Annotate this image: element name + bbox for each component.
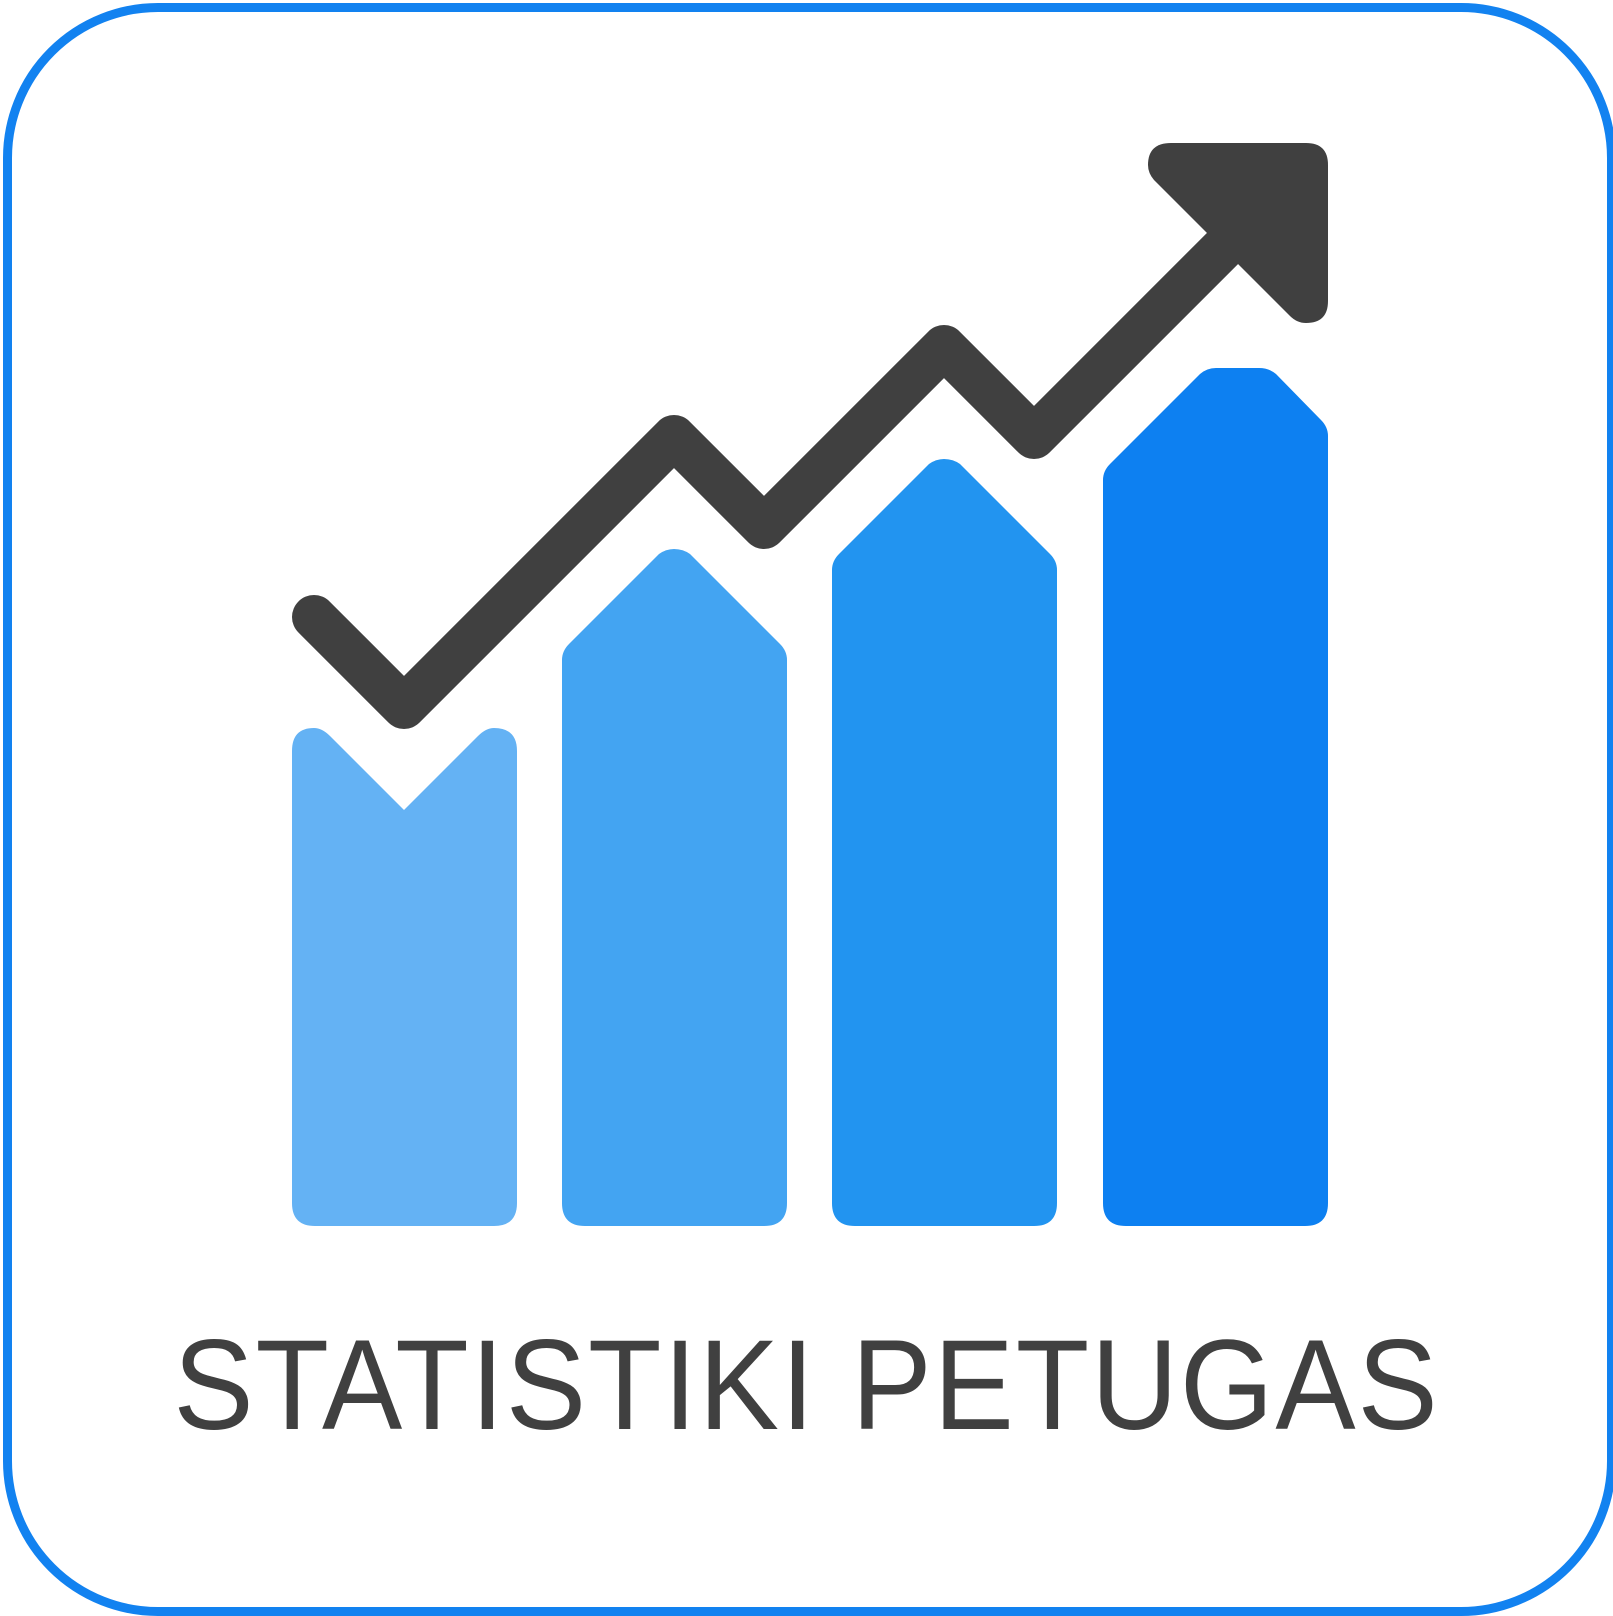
arrow-head <box>1148 143 1328 323</box>
bar-3 <box>832 459 1057 1226</box>
bar-1 <box>292 728 517 1226</box>
bar-4 <box>1103 368 1328 1226</box>
trend-line <box>292 195 1276 729</box>
app-tile-frame[interactable] <box>3 3 1613 1616</box>
app-label: STATISTIKI PETUGAS <box>173 1314 1440 1457</box>
bar-2 <box>562 549 787 1226</box>
